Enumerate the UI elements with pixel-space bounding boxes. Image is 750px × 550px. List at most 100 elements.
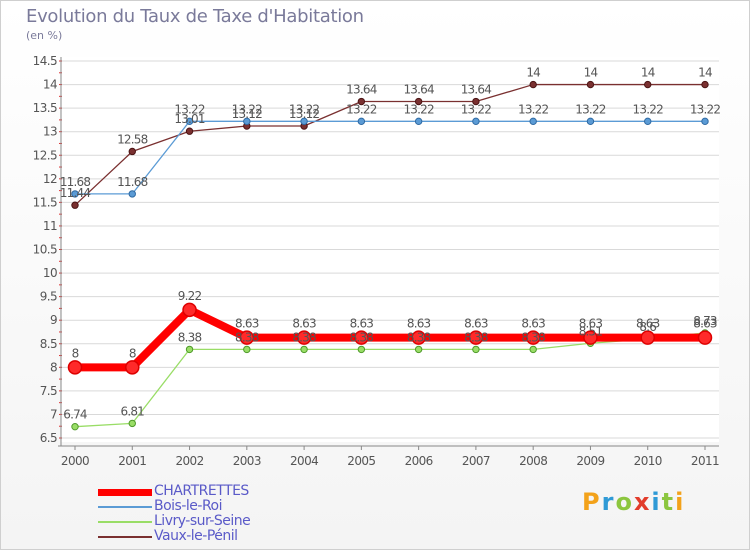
series-line-bois-le-roi xyxy=(74,120,706,195)
data-label-chartrettes: 8.63 xyxy=(579,317,603,331)
data-label-bois-le-roi: 13.22 xyxy=(403,102,434,116)
data-label-bois-le-roi: 13.22 xyxy=(518,102,549,116)
data-label-chartrettes: 8.63 xyxy=(292,317,316,331)
proxiti-logo: Proxiti xyxy=(582,488,685,516)
data-point-bois-le-roi xyxy=(300,117,308,126)
data-label-chartrettes: 8.63 xyxy=(350,317,374,331)
x-tick-label: 2001 xyxy=(118,454,146,468)
data-label-chartrettes: 8.63 xyxy=(407,317,431,331)
data-label-livry-sur-seine: 8.38 xyxy=(464,330,488,344)
data-label-livry-sur-seine: 8.38 xyxy=(235,330,259,344)
data-point-livry-sur-seine xyxy=(529,345,537,354)
legend-label: Vaux-le-Pénil xyxy=(154,528,238,544)
y-tick-label: 13 xyxy=(43,125,57,139)
data-point-bois-le-roi xyxy=(529,117,537,126)
data-label-vaux-le-penil: 13.12 xyxy=(232,107,263,121)
data-label-livry-sur-seine: 8.73 xyxy=(693,314,717,328)
logo-letter: x xyxy=(633,488,652,516)
data-label-vaux-le-penil: 13.64 xyxy=(403,83,434,97)
x-tick-label: 2007 xyxy=(462,454,490,468)
data-label-livry-sur-seine: 6.74 xyxy=(63,408,87,422)
chart-unit-label: (en %) xyxy=(26,29,63,42)
data-point-chartrettes xyxy=(354,330,369,345)
x-tick-label: 2009 xyxy=(576,454,604,468)
data-point-vaux-le-penil xyxy=(185,127,194,135)
data-label-bois-le-roi: 13.22 xyxy=(633,102,664,116)
data-label-chartrettes: 8.63 xyxy=(464,317,488,331)
legend-label: Livry-sur-Seine xyxy=(154,513,251,529)
data-point-bois-le-roi xyxy=(185,117,194,126)
data-point-chartrettes xyxy=(296,330,312,345)
data-point-bois-le-roi xyxy=(128,190,136,198)
data-label-bois-le-roi: 11.68 xyxy=(117,175,148,189)
data-label-bois-le-roi: 13.22 xyxy=(232,102,263,116)
data-point-chartrettes xyxy=(468,330,484,345)
data-point-vaux-le-penil xyxy=(586,80,595,89)
data-point-bois-le-roi xyxy=(71,190,79,198)
data-label-livry-sur-seine: 8.38 xyxy=(407,330,431,344)
data-label-livry-sur-seine: 8.38 xyxy=(521,330,545,344)
data-label-chartrettes: 8.63 xyxy=(636,317,660,331)
y-tick-label: 6.5 xyxy=(40,431,57,445)
data-point-chartrettes xyxy=(583,330,598,345)
data-label-vaux-le-penil: 13.12 xyxy=(289,107,320,121)
y-tick-label: 11.5 xyxy=(33,195,57,209)
legend-label: CHARTRETTES xyxy=(154,483,249,499)
data-point-chartrettes xyxy=(239,330,255,345)
data-label-vaux-le-penil: 13.64 xyxy=(346,83,377,97)
data-point-bois-le-roi xyxy=(586,117,595,126)
y-tick-label: 13.5 xyxy=(33,101,57,115)
y-tick-label: 12.5 xyxy=(33,148,57,162)
data-point-vaux-le-penil xyxy=(529,80,537,89)
data-point-livry-sur-seine xyxy=(300,345,308,354)
legend-swatch xyxy=(98,521,152,523)
legend-swatch xyxy=(98,488,152,496)
data-point-livry-sur-seine xyxy=(128,419,136,428)
data-point-vaux-le-penil xyxy=(472,97,480,106)
data-point-chartrettes xyxy=(525,330,541,345)
data-label-bois-le-roi: 11.68 xyxy=(60,175,91,189)
data-point-vaux-le-penil xyxy=(357,97,366,106)
legend-label: Bois-le-Roi xyxy=(154,498,223,514)
data-label-livry-sur-seine: 8.6 xyxy=(639,320,656,334)
series-line-livry-sur-seine xyxy=(74,332,706,428)
data-point-vaux-le-penil xyxy=(644,80,652,89)
y-tick-label: 14 xyxy=(43,78,57,92)
x-tick-label: 2002 xyxy=(175,454,203,468)
data-label-bois-le-roi: 13.22 xyxy=(346,102,377,116)
legend-swatch xyxy=(98,536,152,538)
x-tick-label: 2000 xyxy=(61,454,89,468)
data-label-livry-sur-seine: 8.51 xyxy=(579,324,603,338)
data-point-vaux-le-penil xyxy=(71,201,79,209)
logo-letter: t xyxy=(661,488,676,516)
data-point-chartrettes xyxy=(411,330,426,345)
data-label-vaux-le-penil: 11.44 xyxy=(60,186,91,200)
data-point-vaux-le-penil xyxy=(128,147,136,156)
data-point-bois-le-roi xyxy=(357,117,366,126)
x-tick-label: 2005 xyxy=(347,454,375,468)
data-label-livry-sur-seine: 8.38 xyxy=(350,330,374,344)
data-point-bois-le-roi xyxy=(644,117,652,126)
logo-letter: r xyxy=(601,488,616,516)
y-tick-label: 9 xyxy=(50,313,57,327)
data-label-vaux-le-penil: 13.01 xyxy=(174,112,205,126)
data-label-vaux-le-penil: 14 xyxy=(698,66,712,80)
data-label-bois-le-roi: 13.22 xyxy=(289,102,320,116)
data-label-livry-sur-seine: 8.38 xyxy=(178,330,202,344)
y-tick-label: 14.5 xyxy=(33,54,57,68)
y-tick-label: 10 xyxy=(43,266,57,280)
data-point-livry-sur-seine xyxy=(185,345,194,354)
y-tick-label: 10.5 xyxy=(33,243,57,257)
y-tick-label: 9.5 xyxy=(40,290,57,304)
data-point-livry-sur-seine xyxy=(472,345,480,354)
data-point-livry-sur-seine xyxy=(243,345,251,354)
x-tick-label: 2003 xyxy=(233,454,261,468)
data-point-chartrettes xyxy=(182,302,197,318)
logo-letter: i xyxy=(651,488,662,516)
series-line-chartrettes xyxy=(71,305,709,372)
logo-letter: P xyxy=(582,488,602,516)
y-tick-label: 7 xyxy=(50,407,57,421)
data-point-bois-le-roi xyxy=(414,117,423,126)
data-label-chartrettes: 8.63 xyxy=(235,317,259,331)
